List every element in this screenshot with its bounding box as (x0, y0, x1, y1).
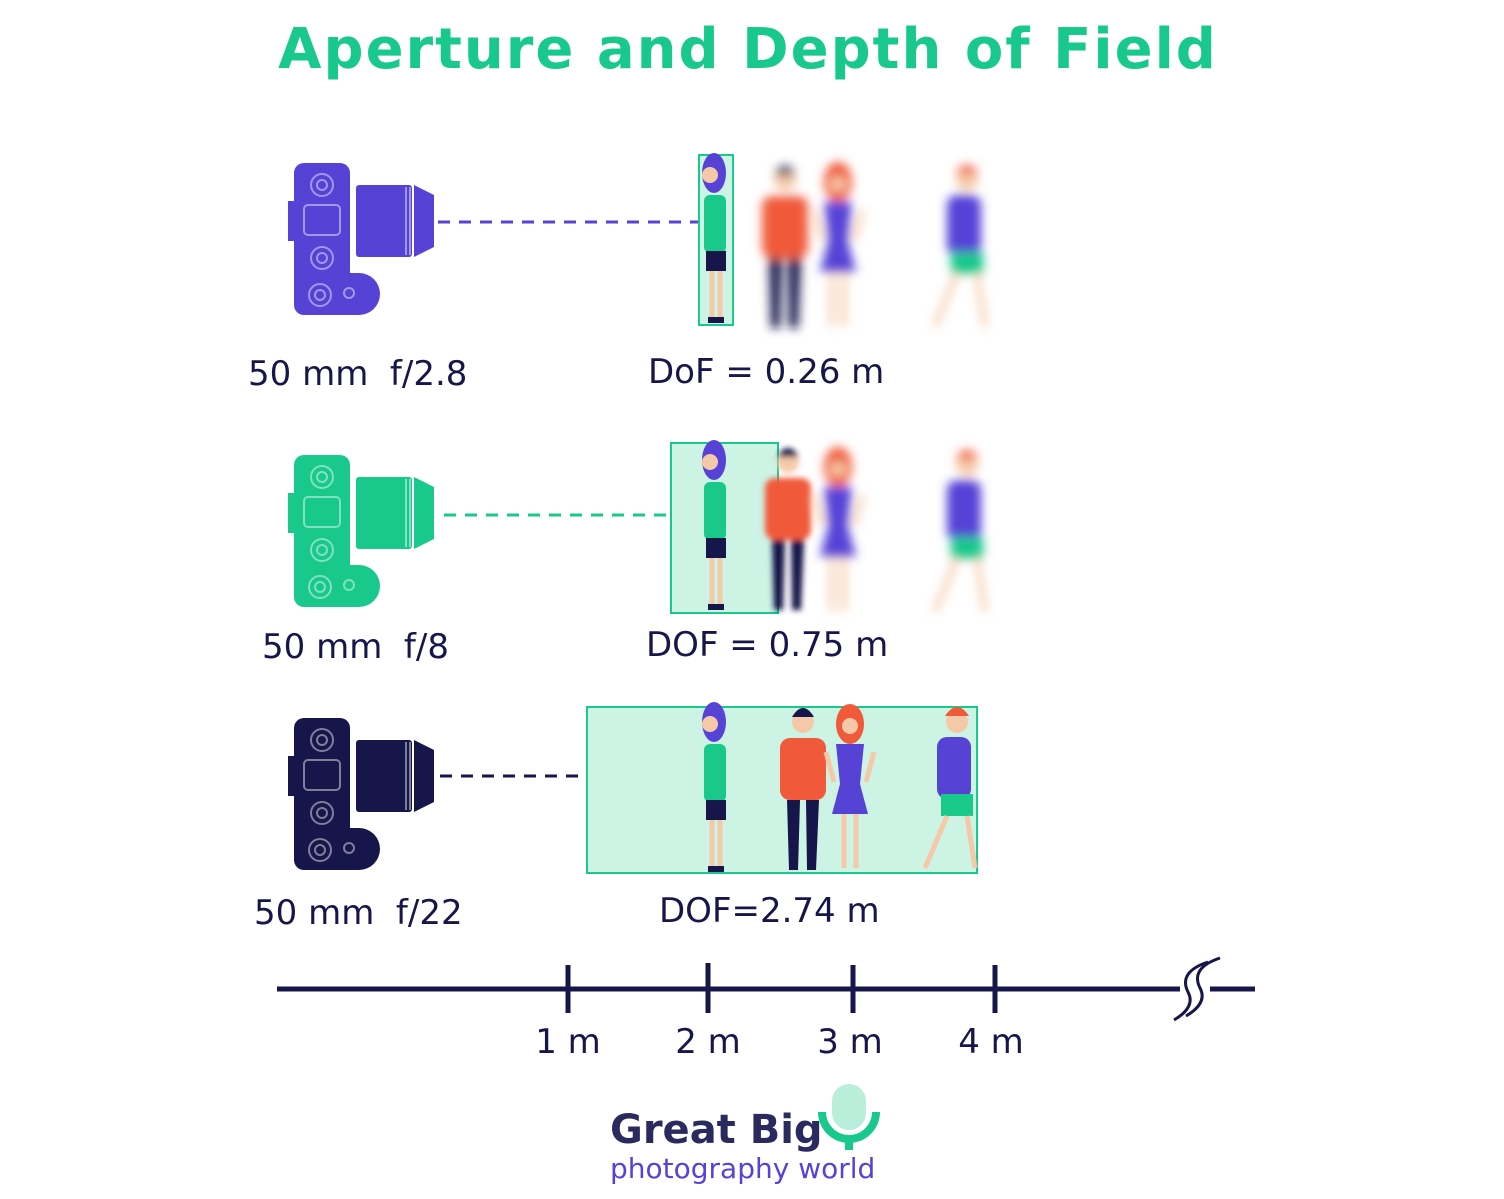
setting-label: 50 mm f/2.8 (248, 354, 467, 394)
person (762, 166, 808, 328)
person (935, 165, 985, 326)
person (935, 450, 985, 611)
camera (287, 454, 435, 608)
logo-icon (818, 1084, 880, 1150)
axis-break (1173, 956, 1221, 1022)
dof-label: DOF=2.74 m (659, 891, 880, 931)
person (814, 447, 862, 611)
dof-label: DOF = 0.75 m (646, 625, 888, 665)
dof-label: DoF = 0.26 m (648, 352, 884, 392)
person (814, 162, 862, 326)
tick-label: 2 m (675, 1022, 741, 1062)
title: Aperture and Depth of Field (278, 17, 1218, 82)
setting-label: 50 mm f/22 (254, 893, 463, 933)
camera (287, 162, 435, 316)
camera (287, 717, 435, 871)
tick-label: 3 m (817, 1022, 883, 1062)
tick-label: 4 m (958, 1022, 1024, 1062)
setting-label: 50 mm f/8 (262, 627, 449, 667)
logo-name: Great Big (610, 1107, 823, 1153)
logo-tagline: photography world (610, 1152, 875, 1185)
axis-ticks (565, 963, 998, 1013)
tick-label: 1 m (535, 1022, 601, 1062)
